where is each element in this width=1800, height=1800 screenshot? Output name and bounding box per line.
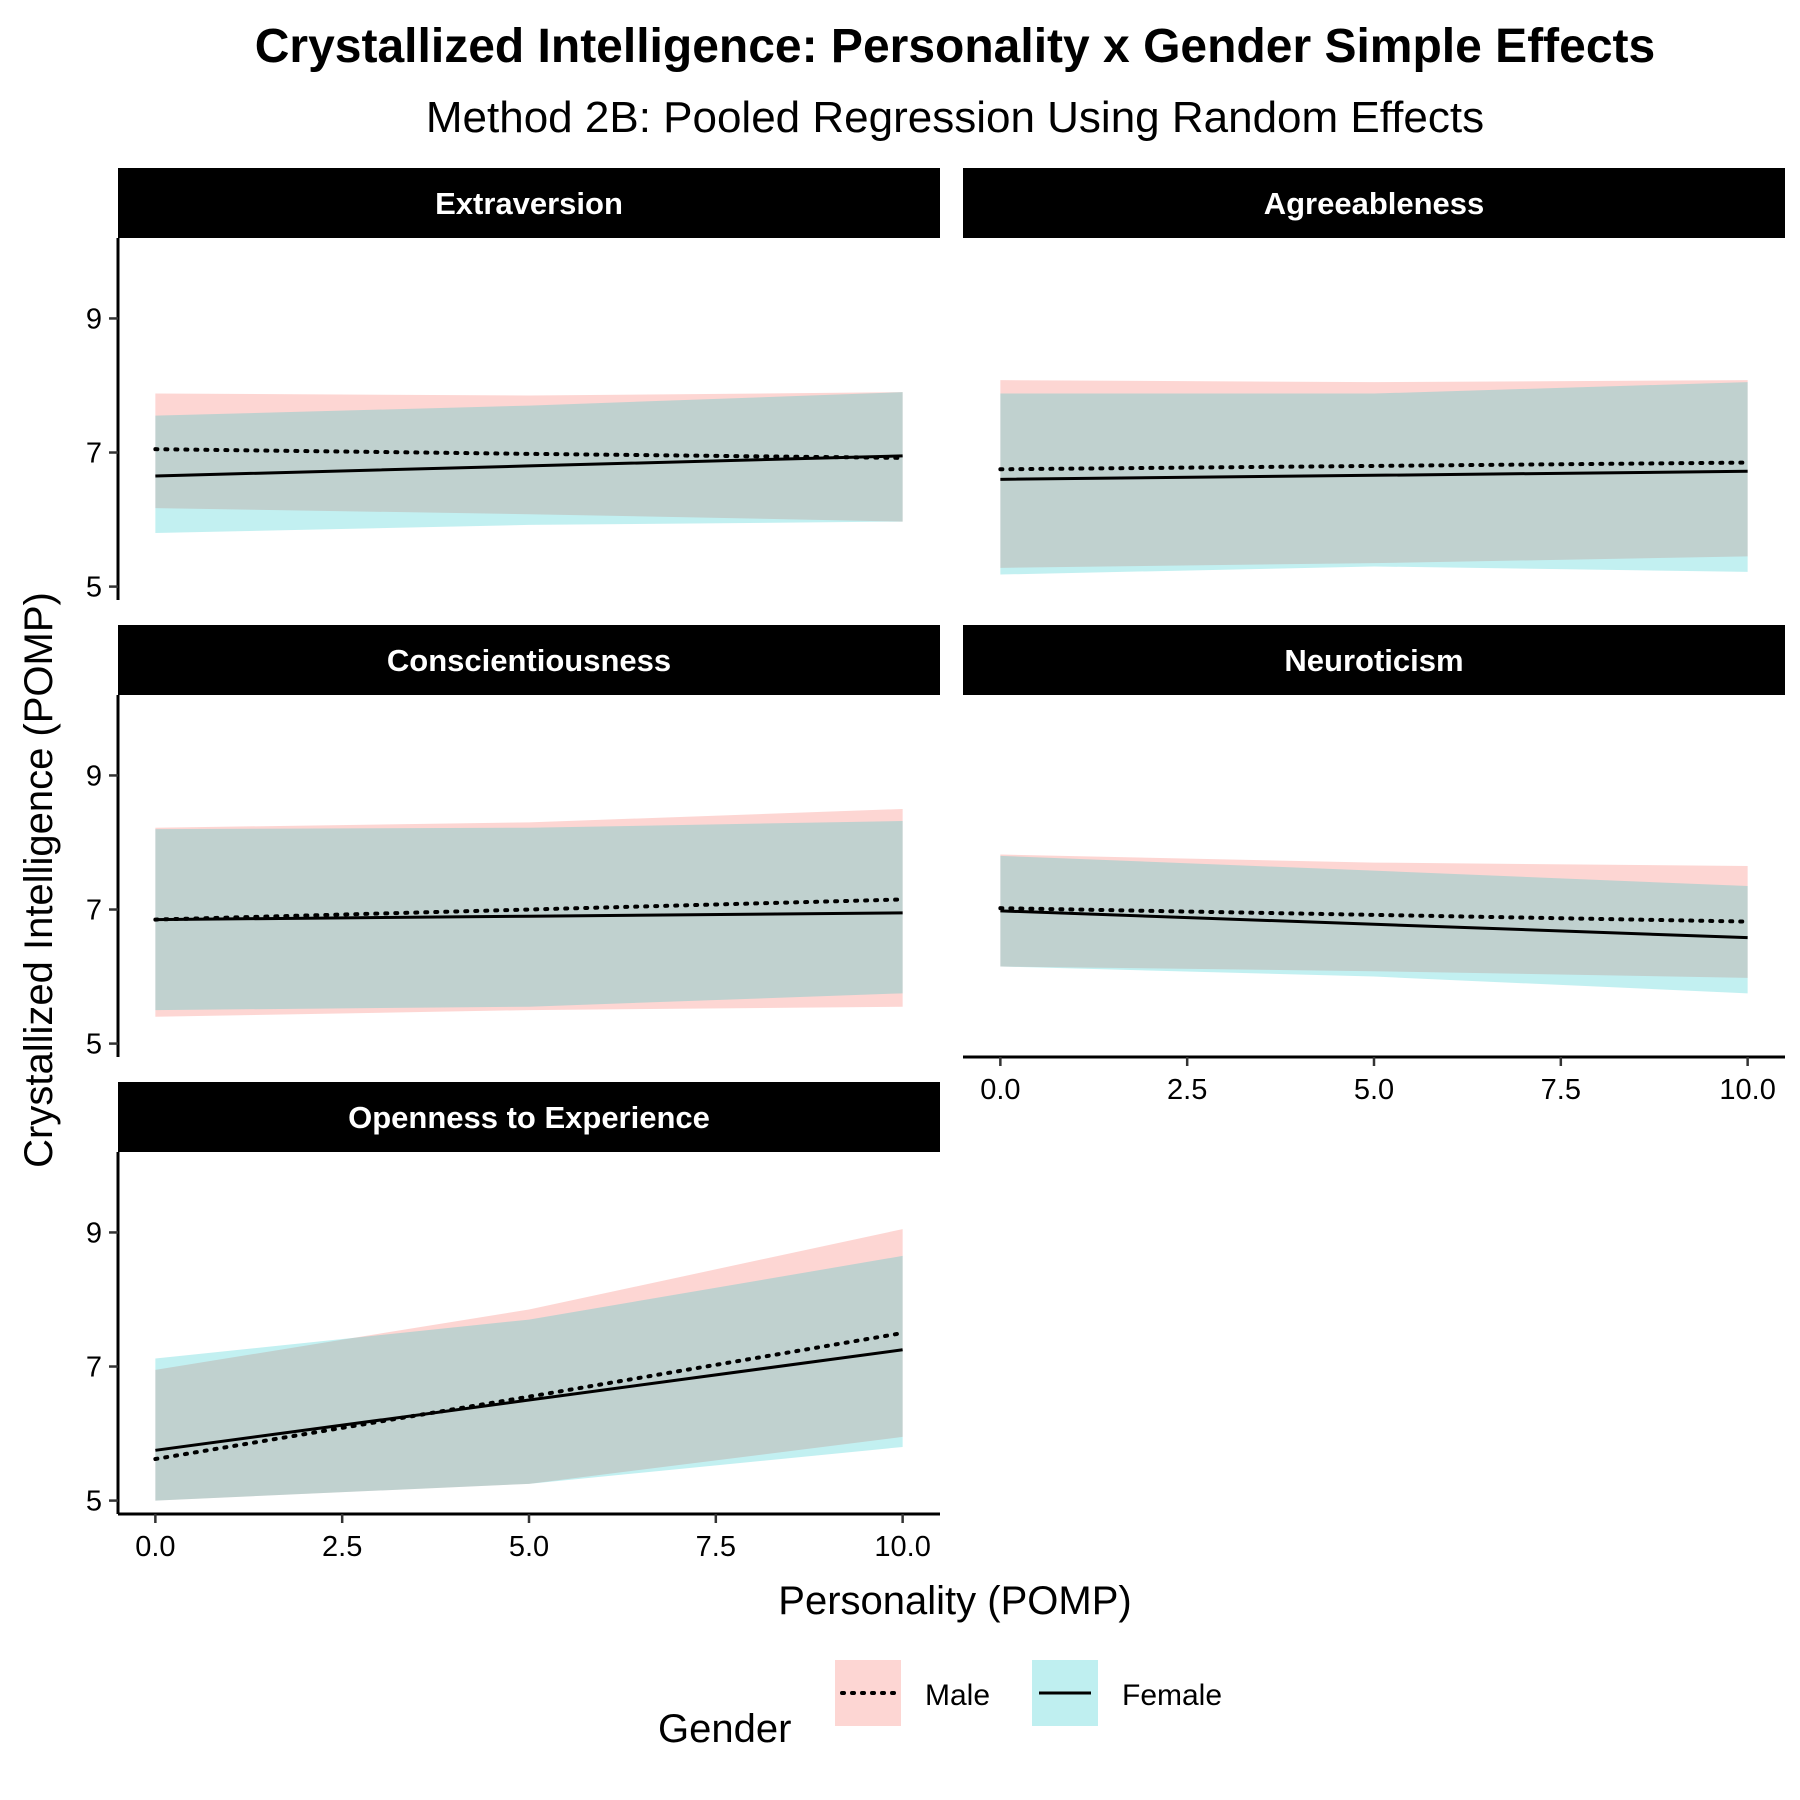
facet-strip-label: Extraversion [435, 186, 623, 221]
facet-strip-label: Agreeableness [1264, 186, 1485, 221]
y-tick-label: 9 [86, 303, 102, 335]
fit-line-female [155, 454, 903, 478]
x-tick-label: 0.0 [135, 1531, 175, 1563]
ci-ribbon-female [155, 1255, 903, 1501]
x-tick-label: 5.0 [1354, 1074, 1394, 1106]
chart-subtitle: Method 2B: Pooled Regression Using Rando… [426, 93, 1484, 142]
fit-line-male [153, 897, 905, 922]
legend-label-male: Male [925, 1679, 990, 1712]
x-tick-label: 2.5 [322, 1531, 362, 1563]
y-tick-label: 5 [86, 1029, 102, 1061]
x-tick-label: 10.0 [874, 1531, 930, 1563]
y-axis-title: Crystallized Intelligence (POMP) [17, 592, 61, 1168]
facet-strip [118, 625, 940, 695]
facet-strip [963, 168, 1785, 238]
panel-extraversion: Extraversion 5 7 9 [86, 168, 940, 604]
fit-line-female [1000, 469, 1748, 481]
ci-ribbon-male [155, 1229, 903, 1501]
y-tick-label: 7 [86, 895, 102, 927]
legend: Gender Male Female [658, 1660, 1222, 1751]
facet-panels: Extraversion 5 7 9 Agreeableness Conscientiou… [86, 168, 1785, 1563]
panel-agreeableness: Agreeableness [963, 168, 1785, 575]
ci-ribbon-male [155, 808, 903, 1017]
ci-ribbon-male [155, 392, 903, 522]
fit-line-male [998, 906, 1750, 924]
y-tick-label: 7 [86, 1352, 102, 1384]
y-tick-label: 9 [86, 1217, 102, 1249]
x-tick-label: 7.5 [1541, 1074, 1581, 1106]
legend-label-female: Female [1122, 1679, 1222, 1712]
x-tick-label: 5.0 [509, 1531, 549, 1563]
facet-strip-label: Conscientiousness [387, 643, 671, 678]
facet-strip-label: Openness to Experience [348, 1100, 710, 1135]
chart-title: Crystallized Intelligence: Personality x… [255, 20, 1655, 73]
fit-line-male [153, 1331, 905, 1462]
x-tick-label: 2.5 [1167, 1074, 1207, 1106]
fit-line-male [998, 460, 1750, 472]
y-tick-label: 5 [86, 1486, 102, 1518]
y-tick-label: 5 [86, 572, 102, 604]
x-axis-title: Personality (POMP) [778, 1579, 1131, 1623]
x-tick-label: 10.0 [1719, 1074, 1775, 1106]
fit-line-male [153, 447, 905, 460]
facet-strip [118, 1082, 940, 1152]
panel-conscientiousness: Conscientiousness 5 7 9 [86, 625, 940, 1061]
facet-strip [118, 168, 940, 238]
y-tick-label: 7 [86, 438, 102, 470]
ci-ribbon-female [1000, 382, 1748, 575]
facet-strip [963, 625, 1785, 695]
panel-openness-to-experience: Openness to Experience 5 7 9 0.0 2.5 5.0 7.5 10.… [86, 1082, 940, 1563]
x-tick-label: 7.5 [696, 1531, 736, 1563]
facet-strip-label: Neuroticism [1284, 643, 1463, 678]
fit-line-female [1000, 909, 1748, 940]
y-tick-label: 9 [86, 760, 102, 792]
fit-line-female [155, 1348, 903, 1452]
ci-ribbon-female [155, 392, 903, 533]
fit-line-female [155, 911, 903, 922]
legend-title: Gender [658, 1707, 791, 1751]
panel-neuroticism: Neuroticism 0.0 2.5 5.0 7.5 10.0 [963, 625, 1785, 1106]
ci-ribbon-male [1000, 854, 1748, 978]
x-tick-label: 0.0 [980, 1074, 1020, 1106]
